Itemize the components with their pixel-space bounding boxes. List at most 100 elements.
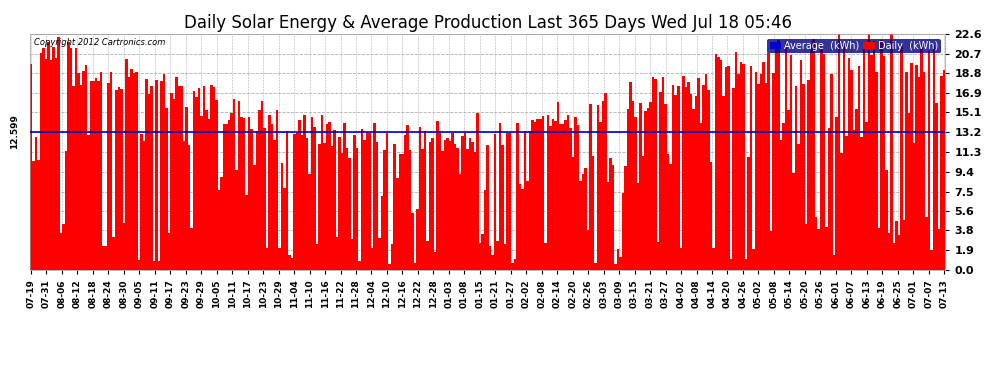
Bar xyxy=(439,131,442,270)
Bar xyxy=(898,236,900,270)
Bar xyxy=(549,126,551,270)
Bar xyxy=(35,136,38,270)
Bar xyxy=(434,252,437,270)
Bar xyxy=(241,117,243,270)
Bar xyxy=(926,217,928,270)
Bar xyxy=(710,162,712,270)
Bar xyxy=(519,184,522,270)
Bar xyxy=(341,153,344,270)
Bar xyxy=(813,39,815,270)
Bar xyxy=(167,233,170,270)
Bar xyxy=(607,182,609,270)
Bar xyxy=(110,72,113,270)
Bar xyxy=(175,77,178,270)
Bar xyxy=(697,78,700,270)
Bar xyxy=(33,161,35,270)
Bar xyxy=(298,120,301,270)
Bar xyxy=(496,242,499,270)
Bar xyxy=(584,168,587,270)
Bar xyxy=(835,117,838,270)
Bar xyxy=(940,76,942,270)
Bar xyxy=(355,148,358,270)
Bar xyxy=(326,124,329,270)
Bar xyxy=(448,141,451,270)
Bar xyxy=(414,263,416,270)
Bar xyxy=(401,154,404,270)
Bar xyxy=(308,174,311,270)
Bar xyxy=(172,99,175,270)
Bar xyxy=(790,55,792,270)
Bar xyxy=(561,124,564,270)
Bar xyxy=(867,34,870,270)
Bar xyxy=(100,72,102,270)
Bar xyxy=(329,122,331,270)
Bar xyxy=(612,165,614,270)
Bar xyxy=(810,44,813,270)
Bar xyxy=(566,115,569,270)
Bar xyxy=(130,69,133,270)
Bar xyxy=(938,230,940,270)
Bar xyxy=(722,96,725,270)
Bar xyxy=(720,60,722,270)
Bar xyxy=(690,94,692,270)
Bar xyxy=(669,164,672,270)
Bar xyxy=(321,115,324,270)
Bar xyxy=(571,157,574,270)
Bar xyxy=(654,79,657,270)
Bar xyxy=(546,115,549,270)
Bar xyxy=(589,104,592,270)
Bar xyxy=(205,110,208,270)
Bar xyxy=(512,263,514,270)
Bar xyxy=(749,66,752,270)
Bar xyxy=(625,166,627,270)
Bar xyxy=(118,87,120,270)
Bar xyxy=(862,45,865,270)
Bar xyxy=(529,132,532,270)
Bar xyxy=(143,141,146,270)
Bar xyxy=(767,53,770,270)
Bar xyxy=(730,259,733,270)
Bar xyxy=(195,98,198,270)
Bar xyxy=(777,40,780,270)
Bar xyxy=(702,84,705,270)
Bar xyxy=(539,119,542,270)
Bar xyxy=(87,135,90,270)
Bar xyxy=(800,60,803,270)
Bar xyxy=(657,242,659,270)
Bar xyxy=(108,82,110,270)
Bar xyxy=(198,88,200,270)
Bar xyxy=(75,48,77,270)
Bar xyxy=(617,249,620,270)
Bar xyxy=(594,262,597,270)
Bar xyxy=(213,87,216,270)
Bar xyxy=(759,74,762,270)
Bar xyxy=(900,46,903,270)
Bar xyxy=(260,101,263,270)
Bar xyxy=(599,122,602,270)
Bar xyxy=(679,248,682,270)
Bar xyxy=(642,156,644,270)
Bar xyxy=(437,120,439,270)
Bar xyxy=(551,119,554,270)
Bar xyxy=(582,174,584,270)
Bar xyxy=(873,41,875,270)
Bar xyxy=(193,91,195,270)
Bar xyxy=(85,64,87,270)
Bar xyxy=(895,221,898,270)
Bar xyxy=(135,72,138,270)
Bar xyxy=(77,73,80,270)
Bar xyxy=(421,149,424,270)
Bar xyxy=(70,48,72,270)
Bar xyxy=(820,48,823,270)
Bar xyxy=(592,156,594,270)
Bar xyxy=(782,123,785,270)
Bar xyxy=(878,228,880,270)
Bar xyxy=(210,85,213,270)
Bar xyxy=(368,133,371,270)
Bar xyxy=(775,45,777,270)
Bar xyxy=(283,188,285,270)
Bar xyxy=(183,141,185,270)
Text: 12.599: 12.599 xyxy=(10,115,19,150)
Bar xyxy=(190,228,193,270)
Bar xyxy=(371,248,373,270)
